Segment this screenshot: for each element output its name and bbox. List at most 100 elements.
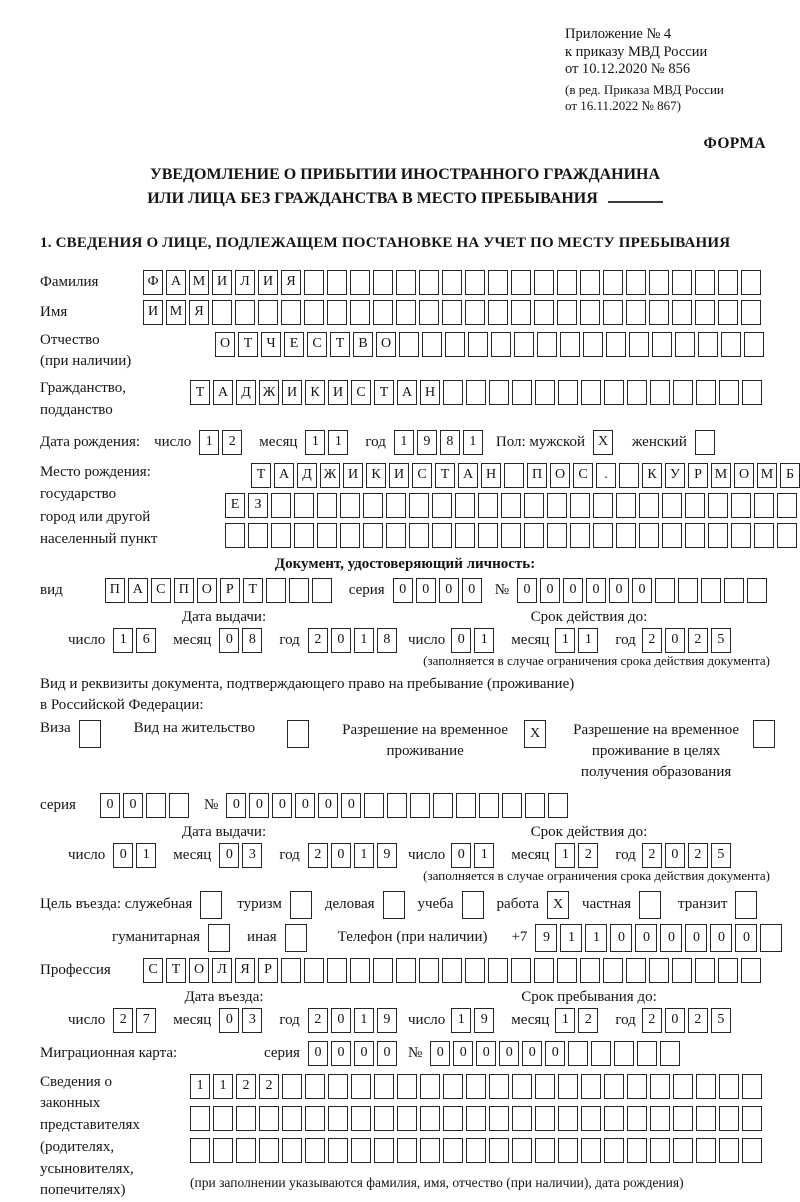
form-cell[interactable] xyxy=(363,522,383,548)
form-cell[interactable] xyxy=(281,299,301,325)
form-cell[interactable] xyxy=(351,1105,371,1131)
form-cell[interactable]: О xyxy=(189,957,209,983)
form-cell[interactable]: 0 xyxy=(392,577,413,603)
form-cell[interactable] xyxy=(420,1137,440,1163)
form-cell[interactable] xyxy=(655,577,675,603)
form-cell[interactable] xyxy=(225,522,245,548)
form-cell[interactable] xyxy=(200,890,223,919)
form-cell[interactable] xyxy=(741,269,761,295)
form-cell[interactable]: Н xyxy=(420,380,440,406)
form-cell[interactable] xyxy=(695,299,715,325)
form-cell[interactable] xyxy=(614,1040,635,1066)
form-cell[interactable] xyxy=(673,380,693,406)
form-cell[interactable] xyxy=(461,890,484,919)
form-cell[interactable] xyxy=(374,1105,394,1131)
form-cell[interactable]: 0 xyxy=(376,1040,397,1066)
form-cell[interactable]: 2 xyxy=(687,1007,708,1033)
form-cell[interactable] xyxy=(235,299,255,325)
form-cell[interactable] xyxy=(718,957,738,983)
form-cell[interactable] xyxy=(271,522,291,548)
form-cell[interactable] xyxy=(525,792,546,818)
form-cell[interactable]: О xyxy=(196,577,217,603)
form-cell[interactable] xyxy=(433,792,454,818)
form-cell[interactable]: 0 xyxy=(610,923,633,952)
form-cell[interactable] xyxy=(465,957,485,983)
form-cell[interactable]: 2 xyxy=(641,627,662,653)
form-cell[interactable]: 9 xyxy=(376,1007,397,1033)
form-cell[interactable]: Д xyxy=(236,380,256,406)
form-cell[interactable]: 0 xyxy=(451,627,472,653)
form-cell[interactable]: А xyxy=(397,380,417,406)
form-cell[interactable] xyxy=(760,923,783,952)
form-cell[interactable]: С xyxy=(351,380,371,406)
form-cell[interactable] xyxy=(259,1137,279,1163)
form-cell[interactable] xyxy=(735,890,758,919)
form-cell[interactable]: Р xyxy=(258,957,278,983)
form-cell[interactable] xyxy=(593,492,613,518)
form-cell[interactable] xyxy=(491,331,511,357)
form-cell[interactable]: 6 xyxy=(136,627,157,653)
form-cell[interactable] xyxy=(639,492,659,518)
form-cell[interactable] xyxy=(382,890,405,919)
form-cell[interactable] xyxy=(511,269,531,295)
form-cell[interactable]: О xyxy=(734,462,754,488)
form-cell[interactable]: 0 xyxy=(330,1040,351,1066)
form-cell[interactable] xyxy=(327,957,347,983)
form-cell[interactable] xyxy=(420,1105,440,1131)
form-cell[interactable]: З xyxy=(248,492,268,518)
form-cell[interactable] xyxy=(373,957,393,983)
form-cell[interactable]: И xyxy=(343,462,363,488)
form-cell[interactable]: Т xyxy=(190,380,210,406)
form-cell[interactable] xyxy=(363,492,383,518)
form-cell[interactable] xyxy=(754,522,774,548)
form-cell[interactable] xyxy=(724,577,744,603)
form-cell[interactable]: 0 xyxy=(710,923,733,952)
form-cell[interactable]: 2 xyxy=(236,1073,256,1099)
form-cell[interactable] xyxy=(747,577,767,603)
form-cell[interactable]: 8 xyxy=(242,627,263,653)
form-cell[interactable] xyxy=(619,462,639,488)
form-cell[interactable]: 0 xyxy=(272,792,293,818)
form-cell[interactable] xyxy=(534,269,554,295)
form-cell[interactable]: 0 xyxy=(586,577,606,603)
form-cell[interactable] xyxy=(419,269,439,295)
form-cell[interactable] xyxy=(777,522,797,548)
form-cell[interactable] xyxy=(685,522,705,548)
form-cell[interactable]: 8 xyxy=(439,429,460,455)
form-cell[interactable]: 2 xyxy=(641,1007,662,1033)
form-cell[interactable]: 5 xyxy=(710,627,731,653)
form-cell[interactable] xyxy=(304,269,324,295)
form-cell[interactable] xyxy=(696,380,716,406)
form-cell[interactable] xyxy=(558,1073,578,1099)
form-cell[interactable] xyxy=(489,1137,509,1163)
form-cell[interactable]: 2 xyxy=(687,842,708,868)
form-cell[interactable]: 0 xyxy=(307,1040,328,1066)
form-cell[interactable] xyxy=(777,492,797,518)
form-cell[interactable] xyxy=(603,299,623,325)
form-cell[interactable] xyxy=(514,331,534,357)
form-cell[interactable] xyxy=(422,331,442,357)
form-cell[interactable] xyxy=(328,1137,348,1163)
form-cell[interactable] xyxy=(534,957,554,983)
form-cell[interactable] xyxy=(731,492,751,518)
form-cell[interactable] xyxy=(501,492,521,518)
form-cell[interactable] xyxy=(662,522,682,548)
form-cell[interactable]: Т xyxy=(435,462,455,488)
form-cell[interactable]: 0 xyxy=(353,1040,374,1066)
form-cell[interactable] xyxy=(524,522,544,548)
form-cell[interactable] xyxy=(629,331,649,357)
form-cell[interactable] xyxy=(694,429,715,455)
form-cell[interactable]: X xyxy=(547,890,570,919)
form-cell[interactable] xyxy=(637,1040,658,1066)
form-cell[interactable] xyxy=(304,957,324,983)
form-cell[interactable] xyxy=(696,1105,716,1131)
form-cell[interactable] xyxy=(744,331,764,357)
form-cell[interactable]: Ж xyxy=(320,462,340,488)
form-cell[interactable] xyxy=(695,269,715,295)
form-cell[interactable] xyxy=(443,1105,463,1131)
form-cell[interactable]: 1 xyxy=(136,842,157,868)
form-cell[interactable]: 9 xyxy=(474,1007,495,1033)
form-cell[interactable] xyxy=(581,1105,601,1131)
form-cell[interactable] xyxy=(386,522,406,548)
form-cell[interactable] xyxy=(468,331,488,357)
